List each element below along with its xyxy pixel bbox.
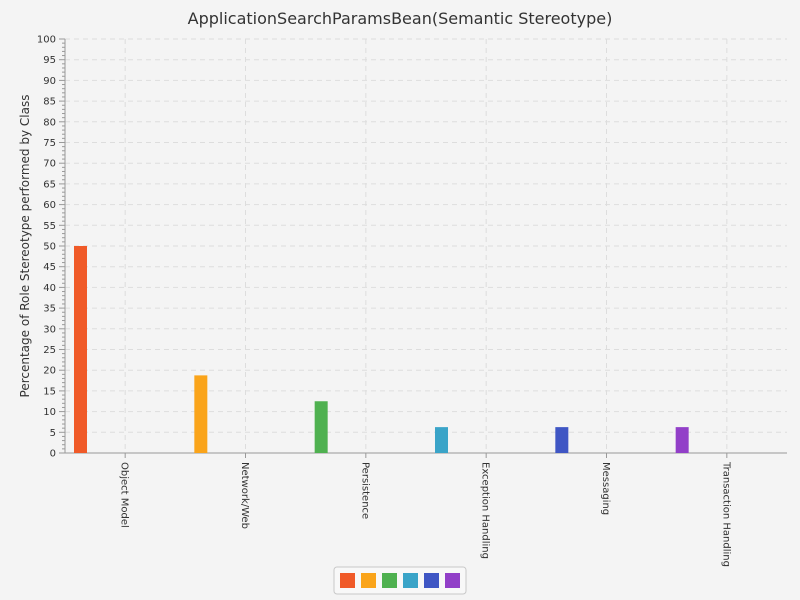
y-tick-label: 40: [43, 283, 56, 294]
y-tick-label: 20: [43, 366, 56, 377]
x-tick-label: Network/Web: [239, 462, 250, 529]
y-tick-label: 10: [43, 407, 56, 418]
x-tick-label: Persistence: [359, 462, 370, 519]
bar-3: [435, 427, 448, 453]
y-tick-label: 50: [43, 242, 56, 253]
y-tick-label: 15: [43, 386, 56, 397]
bar-0: [74, 246, 87, 453]
y-tick-label: 80: [43, 117, 56, 128]
bar-1: [194, 375, 208, 453]
bar-4: [555, 427, 569, 453]
bar-5: [675, 427, 689, 453]
y-tick-label: 55: [43, 221, 56, 232]
y-tick-labels: 0 5 10 15 20 25 30 35 40 45 50 55 60 65 70 75 80 85 90 95 10…: [37, 35, 56, 460]
y-tick-label: 95: [43, 55, 56, 66]
x-tick-label: Messaging: [600, 462, 611, 515]
axes: [59, 38, 787, 458]
bar-2: [314, 401, 328, 453]
y-tick-label: 45: [43, 262, 56, 273]
legend-swatch-2: [382, 573, 397, 588]
y-axis-label: Percentage of Role Stereotype performed …: [18, 95, 32, 398]
y-tick-label: 60: [43, 200, 56, 211]
y-tick-label: 70: [43, 159, 56, 170]
legend-swatch-0: [340, 573, 355, 588]
x-tick-labels: Object Model Network/Web Persistence Except…: [119, 461, 732, 567]
y-tick-label: 75: [43, 138, 56, 149]
chart-title: ApplicationSearchParamsBean(Semantic Ste…: [188, 9, 613, 28]
y-tick-label: 5: [50, 428, 56, 439]
y-tick-label: 65: [43, 179, 56, 190]
legend-swatch-1: [361, 573, 376, 588]
grid-lines: [65, 38, 787, 453]
y-tick-label: 100: [37, 35, 56, 46]
y-tick-label: 85: [43, 97, 56, 108]
legend-swatch-4: [424, 573, 439, 588]
y-tick-label: 90: [43, 76, 56, 87]
x-tick-label: Exception Handling: [480, 462, 491, 559]
y-tick-label: 35: [43, 304, 56, 315]
x-tick-label: Object Model: [119, 462, 130, 528]
legend: [333, 566, 467, 595]
y-tick-label: 25: [43, 345, 56, 356]
legend-swatch-5: [445, 573, 460, 588]
y-tick-label: 0: [50, 449, 56, 460]
y-tick-label: 30: [43, 324, 56, 335]
legend-swatch-3: [403, 573, 418, 588]
bars: [74, 246, 689, 453]
x-tick-label: Transaction Handling: [720, 461, 731, 567]
